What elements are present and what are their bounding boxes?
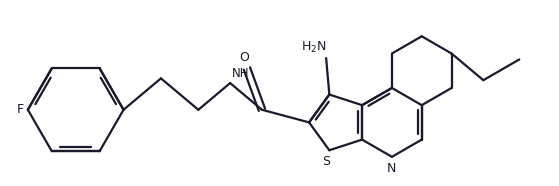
Text: O: O: [239, 51, 249, 64]
Text: H$_2$N: H$_2$N: [301, 40, 326, 55]
Text: N: N: [387, 162, 396, 175]
Text: S: S: [323, 155, 330, 168]
Text: NH: NH: [232, 67, 250, 80]
Text: F: F: [17, 103, 24, 116]
